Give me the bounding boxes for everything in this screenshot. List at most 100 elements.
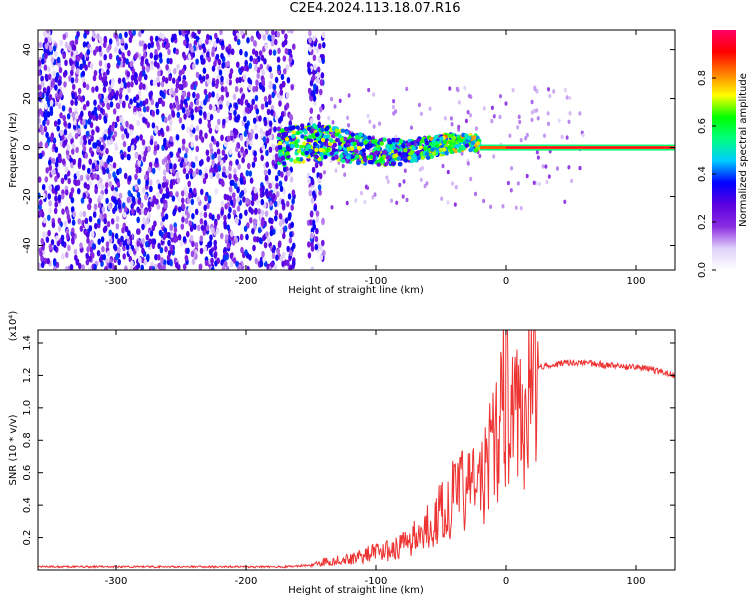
spectrogram-cell bbox=[312, 54, 317, 61]
spectrogram-x-ticks: -300 -200 -100 0 100 bbox=[105, 30, 646, 287]
spectrogram-cell bbox=[93, 264, 97, 270]
spectrogram-cell bbox=[221, 265, 226, 270]
spectrogram-cell bbox=[40, 80, 45, 88]
spectrogram-cell bbox=[65, 251, 69, 258]
spectrogram-cell bbox=[210, 257, 214, 265]
colorbar-tick-label: 0.6 bbox=[697, 118, 708, 134]
spectrogram-cell bbox=[44, 37, 48, 44]
spectrogram-cell bbox=[233, 109, 237, 117]
spectrogram-cell bbox=[392, 111, 396, 116]
spectrogram-cell bbox=[58, 156, 62, 164]
spectrogram-cell bbox=[47, 66, 51, 73]
spectrogram-cell bbox=[92, 243, 96, 250]
spectrogram-cell bbox=[286, 245, 291, 253]
spectrogram-cell bbox=[43, 64, 48, 71]
spectrogram-cell bbox=[447, 145, 453, 151]
spectrogram-cell bbox=[82, 41, 87, 48]
spectrogram-cell bbox=[49, 109, 54, 117]
spectrogram-cell bbox=[285, 151, 290, 156]
spectrogram-cell bbox=[265, 231, 269, 238]
spectrogram-cell bbox=[338, 98, 342, 104]
spectrogram-cell bbox=[226, 135, 231, 142]
spectrogram-cell bbox=[329, 151, 334, 156]
spectrogram-cell bbox=[271, 252, 276, 260]
spectrogram-cell bbox=[209, 172, 213, 179]
spectrogram-cell bbox=[277, 240, 282, 247]
spectrogram-cell bbox=[54, 76, 59, 83]
spectrogram-cell bbox=[122, 140, 127, 148]
spectrogram-cell bbox=[290, 84, 295, 91]
spectrogram-cell bbox=[156, 76, 160, 83]
spectrogram-cell bbox=[270, 261, 274, 268]
spectrogram-cell bbox=[237, 98, 241, 105]
spectrogram-cell bbox=[253, 155, 257, 163]
spectrogram-cell bbox=[107, 139, 111, 146]
snr-panel: -300 -200 -100 0 100 0.2 0.4 0.6 0.8 1.0 1.2 1.4 H… bbox=[8, 311, 676, 596]
spectrogram-cell bbox=[198, 263, 203, 270]
spectrogram-cell bbox=[156, 40, 160, 48]
spectrogram-cell bbox=[239, 233, 244, 241]
spectrogram-cell bbox=[320, 137, 326, 143]
spectrogram-cell bbox=[91, 86, 95, 93]
spectrogram-cell bbox=[424, 151, 430, 157]
spectrogram-cell bbox=[517, 114, 521, 120]
spectrogram-cell bbox=[141, 223, 145, 231]
spectrogram-cell bbox=[134, 152, 139, 159]
snr-y-ticks: 0.2 0.4 0.6 0.8 1.0 1.2 1.4 bbox=[22, 335, 675, 546]
spectrogram-cell bbox=[246, 107, 251, 115]
spectrogram-cell bbox=[313, 124, 318, 130]
spectrogram-cell bbox=[149, 138, 154, 146]
spectrogram-cell bbox=[274, 215, 278, 222]
spectrogram-cell bbox=[113, 130, 118, 138]
spectrogram-cell bbox=[405, 86, 409, 92]
spectrogram-cell bbox=[175, 191, 179, 198]
spectrogram-cell bbox=[271, 159, 276, 166]
spectrogram-cell bbox=[272, 154, 276, 161]
spectrogram-cell bbox=[291, 130, 296, 135]
spectrogram-cell bbox=[417, 102, 421, 108]
spectrogram-cell bbox=[402, 179, 406, 184]
spectrogram-cell bbox=[177, 75, 182, 82]
spectrogram-cell bbox=[195, 168, 200, 175]
spectrogram-cell bbox=[43, 30, 47, 38]
spectrogram-cell bbox=[245, 65, 250, 72]
spectrogram-cell bbox=[472, 135, 477, 140]
spectrogram-cell bbox=[272, 144, 276, 151]
spectrogram-cell bbox=[231, 239, 236, 246]
spectrogram-cell bbox=[241, 156, 245, 164]
spectrogram-cell bbox=[197, 224, 201, 231]
spectrogram-cell bbox=[46, 30, 50, 34]
spectrogram-cell bbox=[402, 153, 407, 158]
spectrogram-cell bbox=[40, 261, 45, 268]
spectrogram-cell bbox=[282, 146, 287, 152]
spectrogram-cell bbox=[194, 155, 199, 162]
spectrogram-cell bbox=[83, 138, 87, 145]
spectrogram-cell bbox=[309, 95, 314, 102]
spectrogram-cell bbox=[123, 172, 128, 180]
spectrogram-cell bbox=[51, 157, 56, 165]
spectrogram-cell bbox=[38, 262, 42, 269]
spectrogram-cell bbox=[72, 211, 77, 218]
spectrogram-cell bbox=[253, 40, 257, 47]
spectrogram-cell bbox=[298, 157, 304, 162]
spectrogram-cell bbox=[203, 204, 207, 211]
spectrogram-cell bbox=[330, 205, 334, 210]
spectrogram-cell bbox=[72, 158, 76, 166]
spectrogram-cell bbox=[293, 159, 298, 164]
spectrogram-cell bbox=[223, 214, 227, 222]
spectrogram-cell bbox=[371, 195, 375, 200]
spectrogram-cell bbox=[260, 132, 265, 139]
spectrogram-cell bbox=[376, 146, 381, 152]
spectrogram-cell bbox=[116, 40, 120, 47]
colorbar-label: Normalized spectral amplitude bbox=[738, 73, 749, 227]
spectrogram-cell bbox=[86, 49, 91, 56]
spectrogram-cell bbox=[70, 69, 74, 77]
spectrogram-cell bbox=[124, 225, 129, 233]
spectrogram-cell bbox=[215, 37, 220, 44]
spectrogram-cell bbox=[367, 87, 371, 93]
spectrogram-cell bbox=[228, 206, 232, 214]
spectrogram-cell bbox=[228, 114, 233, 121]
spectrogram-cell bbox=[307, 61, 311, 69]
spectrogram-cell bbox=[546, 111, 550, 116]
spectrogram-cell bbox=[424, 141, 430, 146]
